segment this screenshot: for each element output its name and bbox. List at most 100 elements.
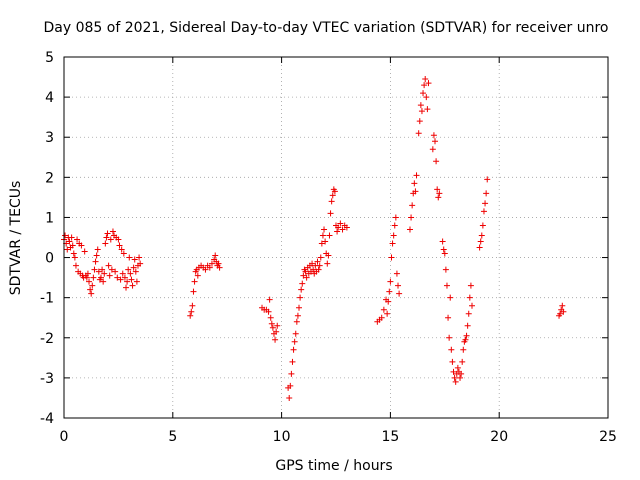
data-point — [425, 80, 432, 87]
x-tick-label: 25 — [599, 429, 617, 445]
data-point — [448, 346, 455, 353]
data-point — [450, 368, 457, 375]
data-point — [557, 310, 564, 317]
data-point — [123, 284, 130, 291]
data-point — [78, 242, 85, 249]
data-point — [439, 238, 446, 245]
y-tick-label: 3 — [45, 130, 54, 146]
data-point — [452, 378, 459, 385]
y-tick-label: 0 — [45, 251, 54, 267]
data-point — [314, 258, 321, 265]
data-point — [121, 274, 128, 281]
data-point — [424, 106, 431, 113]
data-point — [133, 278, 140, 285]
data-point — [334, 228, 341, 235]
data-point — [115, 236, 122, 243]
data-point — [337, 220, 344, 227]
data-point — [441, 250, 448, 257]
data-point — [451, 374, 458, 381]
data-point — [459, 358, 466, 365]
data-point — [325, 252, 332, 259]
data-point — [387, 278, 394, 285]
data-point — [478, 232, 485, 239]
data-point — [129, 282, 136, 289]
data-point — [559, 302, 566, 309]
data-point — [420, 90, 427, 97]
data-point — [265, 308, 272, 315]
data-point — [378, 314, 385, 321]
data-point — [291, 338, 298, 345]
data-point — [339, 226, 346, 233]
data-point — [120, 250, 127, 257]
data-point — [299, 280, 306, 287]
data-point — [88, 290, 95, 297]
data-point — [298, 286, 305, 293]
data-point — [462, 336, 469, 343]
data-point — [446, 334, 453, 341]
data-point — [422, 76, 429, 83]
data-point — [467, 282, 474, 289]
data-point — [95, 268, 102, 275]
data-point — [267, 314, 274, 321]
data-point — [105, 262, 112, 269]
y-axis-label: SDTVAR / TECUs — [8, 181, 24, 296]
chart-title: Day 085 of 2021, Sidereal Day-to-day VTE… — [44, 20, 609, 36]
data-point — [118, 246, 125, 253]
data-point — [189, 302, 196, 309]
data-point — [458, 370, 465, 377]
data-point — [288, 370, 295, 377]
data-point — [315, 266, 322, 273]
data-point — [465, 310, 472, 317]
data-point — [435, 194, 442, 201]
data-point — [423, 94, 430, 101]
y-tick-label: -4 — [40, 411, 54, 427]
data-point — [87, 286, 94, 293]
data-point — [94, 246, 101, 253]
data-point — [187, 312, 194, 319]
data-point — [130, 264, 137, 271]
data-point — [324, 260, 331, 267]
y-tick-label: -3 — [40, 371, 54, 387]
data-point — [116, 242, 123, 249]
data-point — [119, 270, 126, 277]
data-point — [70, 250, 77, 257]
data-point — [125, 266, 132, 273]
data-point — [476, 244, 483, 251]
data-point — [107, 236, 114, 243]
data-point — [464, 322, 471, 329]
data-point — [102, 240, 109, 247]
data-point — [328, 198, 335, 205]
data-point — [104, 230, 111, 237]
data-point — [477, 238, 484, 245]
y-tick-labels: -4 -3 -2 -1 0 1 2 3 4 5 — [40, 50, 54, 427]
data-point — [479, 222, 486, 229]
x-axis-label: GPS time / hours — [275, 458, 392, 474]
data-point — [454, 364, 461, 371]
data-point — [329, 192, 336, 199]
data-point — [429, 146, 436, 153]
data-point — [385, 298, 392, 305]
data-point — [412, 188, 419, 195]
data-point — [266, 296, 273, 303]
data-point — [86, 278, 93, 285]
data-point — [190, 288, 197, 295]
x-tick-label: 0 — [60, 429, 69, 445]
data-point — [321, 226, 328, 233]
data-point — [436, 190, 443, 197]
data-point — [302, 268, 309, 275]
data-point — [326, 232, 333, 239]
data-point — [274, 322, 281, 329]
data-point — [434, 186, 441, 193]
data-point — [108, 266, 115, 273]
tick-layer — [63, 56, 609, 419]
data-point — [64, 246, 71, 253]
data-point — [445, 314, 452, 321]
data-point — [442, 266, 449, 273]
data-point — [109, 228, 116, 235]
data-point — [191, 278, 198, 285]
data-point — [97, 274, 104, 281]
data-point — [117, 276, 124, 283]
plot-frame — [63, 56, 609, 419]
y-tick-label: 1 — [45, 210, 54, 226]
data-point — [114, 274, 121, 281]
